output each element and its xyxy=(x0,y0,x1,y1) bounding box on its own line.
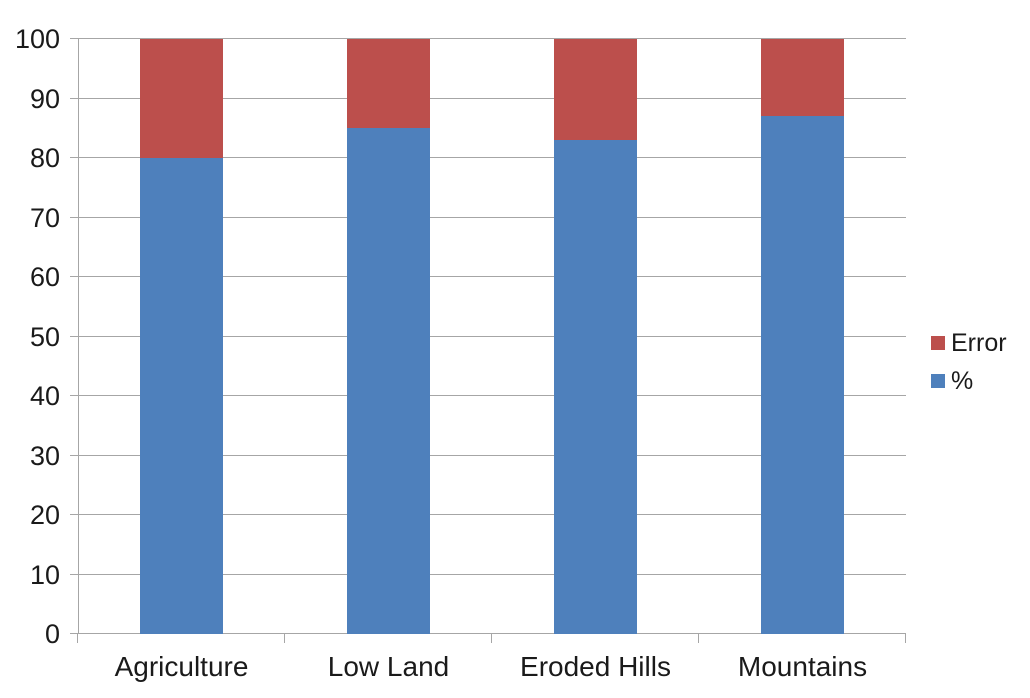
bar-error-low-land xyxy=(347,39,430,129)
y-axis-tick-20 xyxy=(70,514,78,515)
legend-swatch-error-icon xyxy=(931,336,945,350)
y-axis-tick-40 xyxy=(70,395,78,396)
bar-percent-agriculture xyxy=(140,158,223,634)
x-axis-tick-4 xyxy=(905,634,906,643)
bar-percent-eroded-hills xyxy=(554,140,637,634)
legend-label-error: Error xyxy=(951,329,1007,357)
y-axis-label-100: 100 xyxy=(14,24,60,54)
y-axis-tick-60 xyxy=(70,276,78,277)
bar-error-mountains xyxy=(761,39,844,117)
y-axis-tick-90 xyxy=(70,97,78,99)
y-axis-line xyxy=(78,39,79,634)
x-axis-tick-0 xyxy=(77,634,78,643)
y-axis-label-80: 80 xyxy=(29,143,60,173)
gridline-60 xyxy=(78,276,906,277)
legend-item-error: Error xyxy=(931,330,1007,356)
gridline-0 xyxy=(78,633,906,634)
y-axis-tick-100 xyxy=(70,38,78,39)
x-axis-label-mountains: Mountains xyxy=(737,651,868,682)
y-axis-label-90: 90 xyxy=(29,83,60,114)
legend-item-percent: % xyxy=(931,368,1007,394)
y-axis-tick-80 xyxy=(70,157,78,158)
x-axis-label-agriculture: Agriculture xyxy=(114,651,249,682)
y-axis-label-20: 20 xyxy=(29,500,60,530)
bar-error-eroded-hills xyxy=(554,39,637,141)
gridline-70 xyxy=(78,216,906,218)
gridline-100 xyxy=(78,38,906,39)
y-axis-label-30: 30 xyxy=(29,440,60,471)
gridline-30 xyxy=(78,454,906,456)
x-axis-label-eroded-hills: Eroded Hills xyxy=(520,651,671,682)
y-axis-label-10: 10 xyxy=(29,559,60,590)
gridline-20 xyxy=(78,514,906,515)
legend-label-percent: % xyxy=(951,367,974,395)
y-axis-label-0: 0 xyxy=(44,619,60,649)
y-axis-tick-50 xyxy=(70,335,78,337)
bar-percent-low-land xyxy=(347,128,430,634)
x-axis-tick-3 xyxy=(698,634,699,643)
gridline-40 xyxy=(78,395,906,396)
x-axis-label-low-land: Low Land xyxy=(327,651,450,682)
x-axis-tick-1 xyxy=(284,634,285,643)
gridline-80 xyxy=(78,157,906,158)
gridline-10 xyxy=(78,573,906,575)
y-axis-label-40: 40 xyxy=(29,381,60,411)
y-axis-label-70: 70 xyxy=(29,202,60,233)
y-axis-tick-70 xyxy=(70,216,78,218)
legend-swatch-percent-icon xyxy=(931,374,945,388)
y-axis-tick-0 xyxy=(70,633,78,634)
bar-error-agriculture xyxy=(140,39,223,158)
y-axis-label-50: 50 xyxy=(29,321,60,352)
y-axis-tick-10 xyxy=(70,573,78,575)
y-axis-label-60: 60 xyxy=(29,262,60,292)
gridline-90 xyxy=(78,97,906,99)
legend: Error % xyxy=(931,330,1007,406)
gridline-50 xyxy=(78,335,906,337)
y-axis-tick-30 xyxy=(70,454,78,456)
x-axis-tick-2 xyxy=(491,634,492,643)
bar-percent-mountains xyxy=(761,116,844,634)
